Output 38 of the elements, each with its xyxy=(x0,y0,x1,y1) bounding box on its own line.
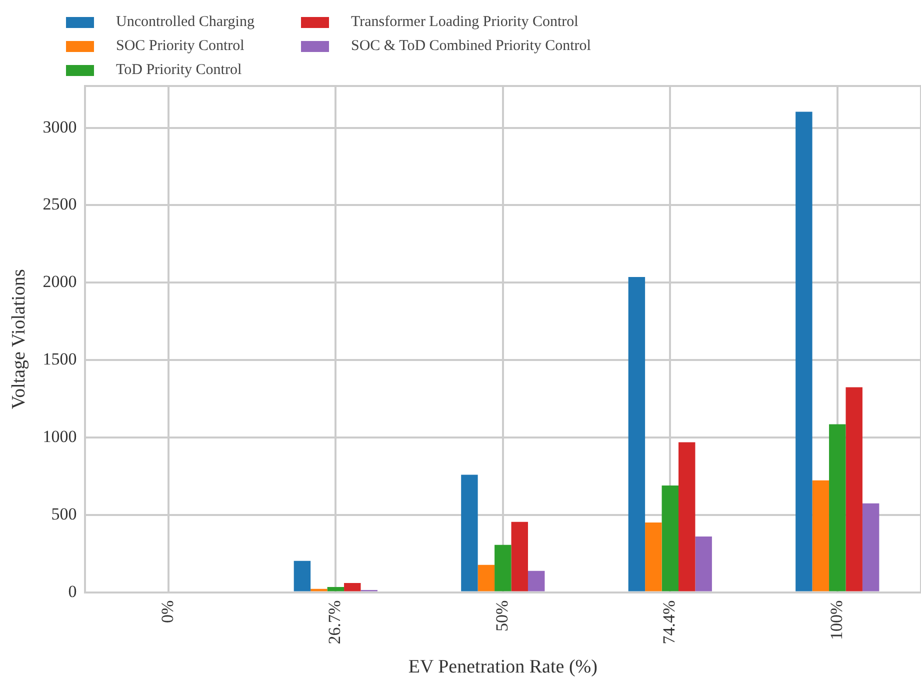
bar xyxy=(344,583,361,592)
y-axis-title: Voltage Violations xyxy=(8,269,30,410)
bar xyxy=(812,480,830,592)
x-axis-title: EV Penetration Rate (%) xyxy=(408,656,598,678)
bar xyxy=(294,560,311,592)
legend-label: SOC Priority Control xyxy=(116,38,244,54)
legend-label: Uncontrolled Charging xyxy=(116,14,254,30)
bar xyxy=(829,424,846,592)
bar xyxy=(628,277,646,592)
y-tick-label: 500 xyxy=(51,504,77,524)
y-tick-label: 1500 xyxy=(42,350,77,369)
y-tick-label: 0 xyxy=(68,582,77,601)
bar xyxy=(678,442,696,592)
bar xyxy=(846,387,862,592)
bar xyxy=(662,485,678,592)
x-tick-label: 50% xyxy=(492,600,512,632)
x-tick-label: 74.4% xyxy=(660,600,679,644)
y-tick-label: 1000 xyxy=(42,426,77,446)
bar xyxy=(862,503,880,592)
y-tick-label: 3000 xyxy=(42,117,77,136)
bar xyxy=(478,564,495,592)
x-tick-label: 100% xyxy=(826,600,846,640)
bar xyxy=(528,570,545,592)
y-tick-label: 2500 xyxy=(42,194,77,214)
bar xyxy=(461,474,478,592)
legend-label: ToD Priority Control xyxy=(116,62,242,78)
y-tick-label: 2000 xyxy=(42,272,77,292)
bar xyxy=(327,587,344,592)
legend-label: SOC & ToD Combined Priority Control xyxy=(351,38,591,54)
bar xyxy=(494,544,512,592)
bar xyxy=(310,588,328,592)
bar xyxy=(796,112,812,592)
x-tick-label: 0% xyxy=(158,600,177,623)
x-tick-label: 26.7% xyxy=(325,600,344,644)
bar xyxy=(645,522,662,592)
legend-label: Transformer Loading Priority Control xyxy=(351,14,578,30)
bar xyxy=(695,536,712,592)
bar xyxy=(511,522,528,592)
